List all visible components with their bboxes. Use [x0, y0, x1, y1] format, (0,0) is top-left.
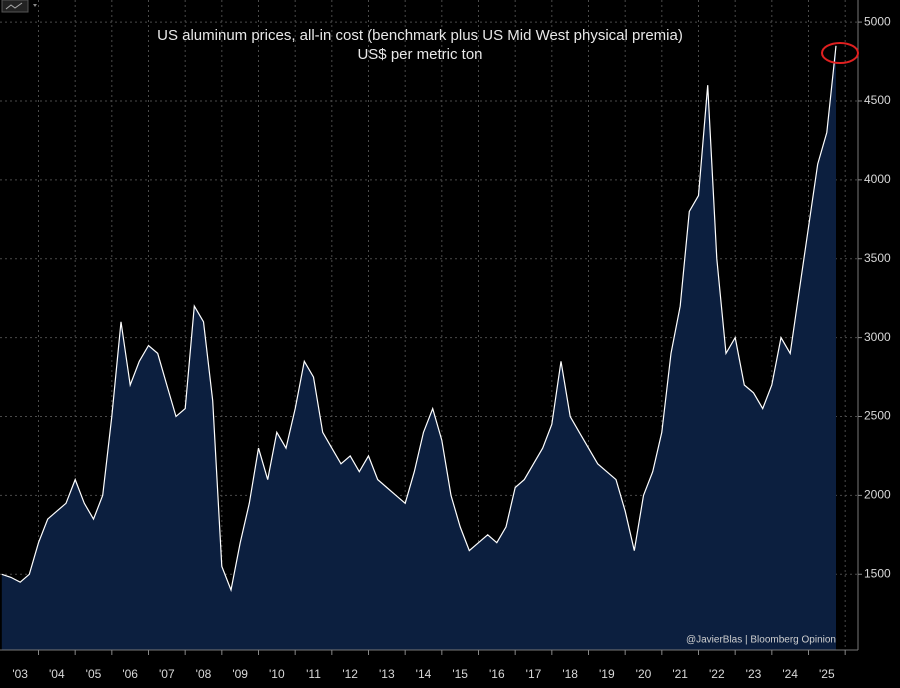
source: @JavierBlas | Bloomberg Opinion [686, 635, 836, 646]
x-tick-label: '09 [232, 667, 248, 681]
x-tick-label: '25 [819, 667, 835, 681]
x-tick-label: '08 [196, 667, 212, 681]
x-tick-label: '05 [86, 667, 102, 681]
y-tick-label: 3000 [864, 330, 891, 344]
chart-title: US aluminum prices, all-in cost (benchma… [157, 27, 683, 44]
y-tick-label: 4500 [864, 93, 891, 107]
x-tick-label: '15 [452, 667, 468, 681]
x-tick-label: '23 [746, 667, 762, 681]
x-tick-label: '10 [269, 667, 285, 681]
x-tick-label: '18 [562, 667, 578, 681]
y-tick-label: 4000 [864, 172, 891, 186]
axes: 1500 2000 2500 3000 3500 4000 4500 5000 '03 '04 '0… [12, 14, 891, 681]
x-tick-label: '14 [416, 667, 432, 681]
y-tick-label: 1500 [864, 566, 891, 580]
x-tick-label: '21 [672, 667, 688, 681]
area-fill [1, 45, 837, 651]
x-tick-label: '04 [49, 667, 65, 681]
x-tick-label: '20 [636, 667, 652, 681]
x-tick-label: '12 [342, 667, 358, 681]
toolbar-arrow[interactable] [33, 4, 37, 7]
y-tick-label: 2000 [864, 488, 891, 502]
plot [1, 45, 837, 651]
x-tick-label: '19 [599, 667, 615, 681]
x-tick-label: '06 [122, 667, 138, 681]
toolbar-glyph [5, 2, 23, 10]
y-tick-label: 2500 [864, 409, 891, 423]
x-tick-label: '16 [489, 667, 505, 681]
x-tick-label: '03 [12, 667, 28, 681]
x-tick-label: '17 [526, 667, 542, 681]
toolbar-icon[interactable] [1, 0, 29, 13]
price-line [1, 45, 837, 593]
x-tick-label: '11 [306, 667, 321, 681]
y-tick-label: 5000 [864, 14, 891, 28]
x-tick-label: '07 [159, 667, 175, 681]
highlight-circle [821, 42, 859, 64]
y-tick-label: 3500 [864, 251, 891, 265]
chart-subtitle: US$ per metric ton [357, 46, 482, 63]
x-tick-label: '24 [782, 667, 798, 681]
x-tick-label: '13 [379, 667, 395, 681]
x-tick-label: '22 [709, 667, 725, 681]
